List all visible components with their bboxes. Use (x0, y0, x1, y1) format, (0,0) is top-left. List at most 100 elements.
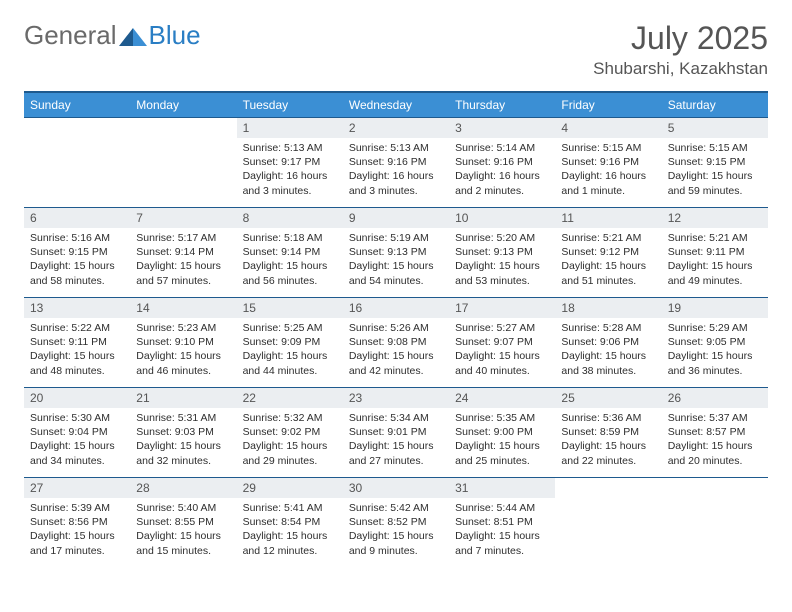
weekday-header: Wednesday (343, 92, 449, 118)
sunset-line: Sunset: 9:01 PM (349, 425, 443, 439)
sunrise-line: Sunrise: 5:32 AM (243, 411, 337, 425)
logo-triangle-icon (119, 26, 147, 46)
sunrise-line: Sunrise: 5:26 AM (349, 321, 443, 335)
sunset-line: Sunset: 9:06 PM (561, 335, 655, 349)
sunrise-line: Sunrise: 5:31 AM (136, 411, 230, 425)
sunrise-line: Sunrise: 5:14 AM (455, 141, 549, 155)
daylight-line: Daylight: 15 hours and 9 minutes. (349, 529, 443, 557)
daylight-line: Daylight: 15 hours and 17 minutes. (30, 529, 124, 557)
day-content-row: Sunrise: 5:22 AMSunset: 9:11 PMDaylight:… (24, 318, 768, 388)
daylight-line: Daylight: 15 hours and 32 minutes. (136, 439, 230, 467)
sunset-line: Sunset: 8:51 PM (455, 515, 549, 529)
logo-text-blue: Blue (149, 20, 201, 51)
day-content-cell: Sunrise: 5:21 AMSunset: 9:12 PMDaylight:… (555, 228, 661, 298)
daylight-line: Daylight: 15 hours and 7 minutes. (455, 529, 549, 557)
daylight-line: Daylight: 16 hours and 1 minute. (561, 169, 655, 197)
sunrise-line: Sunrise: 5:21 AM (561, 231, 655, 245)
day-content-row: Sunrise: 5:13 AMSunset: 9:17 PMDaylight:… (24, 138, 768, 208)
sunrise-line: Sunrise: 5:35 AM (455, 411, 549, 425)
sunrise-line: Sunrise: 5:18 AM (243, 231, 337, 245)
day-content-cell: Sunrise: 5:36 AMSunset: 8:59 PMDaylight:… (555, 408, 661, 478)
logo-text-gray: General (24, 20, 117, 51)
day-number-cell: 14 (130, 298, 236, 319)
day-content-cell: Sunrise: 5:13 AMSunset: 9:16 PMDaylight:… (343, 138, 449, 208)
sunset-line: Sunset: 9:05 PM (668, 335, 762, 349)
day-number-cell: 15 (237, 298, 343, 319)
day-content-cell: Sunrise: 5:18 AMSunset: 9:14 PMDaylight:… (237, 228, 343, 298)
sunset-line: Sunset: 8:55 PM (136, 515, 230, 529)
sunset-line: Sunset: 8:54 PM (243, 515, 337, 529)
sunset-line: Sunset: 9:07 PM (455, 335, 549, 349)
day-content-cell: Sunrise: 5:34 AMSunset: 9:01 PMDaylight:… (343, 408, 449, 478)
day-content-cell: Sunrise: 5:27 AMSunset: 9:07 PMDaylight:… (449, 318, 555, 388)
day-content-cell: Sunrise: 5:32 AMSunset: 9:02 PMDaylight:… (237, 408, 343, 478)
daylight-line: Daylight: 15 hours and 54 minutes. (349, 259, 443, 287)
sunrise-line: Sunrise: 5:20 AM (455, 231, 549, 245)
day-content-cell: Sunrise: 5:42 AMSunset: 8:52 PMDaylight:… (343, 498, 449, 567)
daylight-line: Daylight: 15 hours and 29 minutes. (243, 439, 337, 467)
daylight-line: Daylight: 15 hours and 44 minutes. (243, 349, 337, 377)
day-number-row: 13141516171819 (24, 298, 768, 319)
day-number-cell: 27 (24, 478, 130, 499)
day-number-cell: 2 (343, 118, 449, 139)
day-number-cell: 7 (130, 208, 236, 229)
sunset-line: Sunset: 9:17 PM (243, 155, 337, 169)
day-content-row: Sunrise: 5:16 AMSunset: 9:15 PM Daylight:… (24, 228, 768, 298)
day-content-cell: Sunrise: 5:22 AMSunset: 9:11 PMDaylight:… (24, 318, 130, 388)
weekday-header: Friday (555, 92, 661, 118)
day-number-cell: 16 (343, 298, 449, 319)
day-content-row: Sunrise: 5:39 AMSunset: 8:56 PMDaylight:… (24, 498, 768, 567)
daylight-line: Daylight: 15 hours and 59 minutes. (668, 169, 762, 197)
day-number-cell: 24 (449, 388, 555, 409)
daylight-line: Daylight: 15 hours and 53 minutes. (455, 259, 549, 287)
day-content-cell: Sunrise: 5:40 AMSunset: 8:55 PMDaylight:… (130, 498, 236, 567)
daylight-line: Daylight: 16 hours and 2 minutes. (455, 169, 549, 197)
sunrise-line: Sunrise: 5:16 AM (30, 231, 124, 245)
day-number-cell: 17 (449, 298, 555, 319)
daylight-line: Daylight: 15 hours and 36 minutes. (668, 349, 762, 377)
daylight-line: Daylight: 15 hours and 40 minutes. (455, 349, 549, 377)
location-label: Shubarshi, Kazakhstan (593, 59, 768, 79)
daylight-line: Daylight: 15 hours and 34 minutes. (30, 439, 124, 467)
sunset-line: Sunset: 9:12 PM (561, 245, 655, 259)
day-content-cell: Sunrise: 5:37 AMSunset: 8:57 PMDaylight:… (662, 408, 768, 478)
sunrise-line: Sunrise: 5:34 AM (349, 411, 443, 425)
day-content-cell: Sunrise: 5:39 AMSunset: 8:56 PMDaylight:… (24, 498, 130, 567)
sunrise-line: Sunrise: 5:19 AM (349, 231, 443, 245)
day-content-cell: Sunrise: 5:19 AMSunset: 9:13 PMDaylight:… (343, 228, 449, 298)
day-content-cell: Sunrise: 5:15 AMSunset: 9:16 PMDaylight:… (555, 138, 661, 208)
day-content-cell: Sunrise: 5:14 AMSunset: 9:16 PMDaylight:… (449, 138, 555, 208)
daylight-line: Daylight: 15 hours and 12 minutes. (243, 529, 337, 557)
daylight-line: Daylight: 15 hours and 27 minutes. (349, 439, 443, 467)
sunset-line: Sunset: 9:03 PM (136, 425, 230, 439)
day-content-cell: Sunrise: 5:16 AMSunset: 9:15 PMDaylight:… (24, 228, 130, 298)
day-number-cell: 28 (130, 478, 236, 499)
day-number-cell (130, 118, 236, 139)
daylight-line: Daylight: 16 hours and 3 minutes. (349, 169, 443, 197)
daylight-line: Daylight: 16 hours and 3 minutes. (243, 169, 337, 197)
day-content-cell: Sunrise: 5:25 AMSunset: 9:09 PMDaylight:… (237, 318, 343, 388)
sunset-line: Sunset: 9:00 PM (455, 425, 549, 439)
day-content-cell (555, 498, 661, 567)
day-number-cell: 13 (24, 298, 130, 319)
weekday-header-row: Sunday Monday Tuesday Wednesday Thursday… (24, 92, 768, 118)
day-number-cell: 5 (662, 118, 768, 139)
daylight-line: Daylight: 15 hours and 22 minutes. (561, 439, 655, 467)
day-number-cell: 25 (555, 388, 661, 409)
daylight-line: Daylight: 15 hours and 42 minutes. (349, 349, 443, 377)
sunrise-line: Sunrise: 5:37 AM (668, 411, 762, 425)
daylight-line: Daylight: 15 hours and 20 minutes. (668, 439, 762, 467)
sunset-line: Sunset: 9:08 PM (349, 335, 443, 349)
day-number-cell: 11 (555, 208, 661, 229)
day-number-row: 12345 (24, 118, 768, 139)
day-number-cell: 20 (24, 388, 130, 409)
daylight-line: Daylight: 15 hours and 15 minutes. (136, 529, 230, 557)
sunset-line: Sunset: 9:14 PM (136, 245, 230, 259)
day-content-cell: Sunrise: 5:28 AMSunset: 9:06 PMDaylight:… (555, 318, 661, 388)
day-number-cell: 10 (449, 208, 555, 229)
weekday-header: Saturday (662, 92, 768, 118)
sunset-line: Sunset: 9:13 PM (455, 245, 549, 259)
sunset-line: Sunset: 9:15 PM (30, 245, 124, 259)
month-title: July 2025 (593, 20, 768, 57)
day-content-cell: Sunrise: 5:41 AMSunset: 8:54 PMDaylight:… (237, 498, 343, 567)
